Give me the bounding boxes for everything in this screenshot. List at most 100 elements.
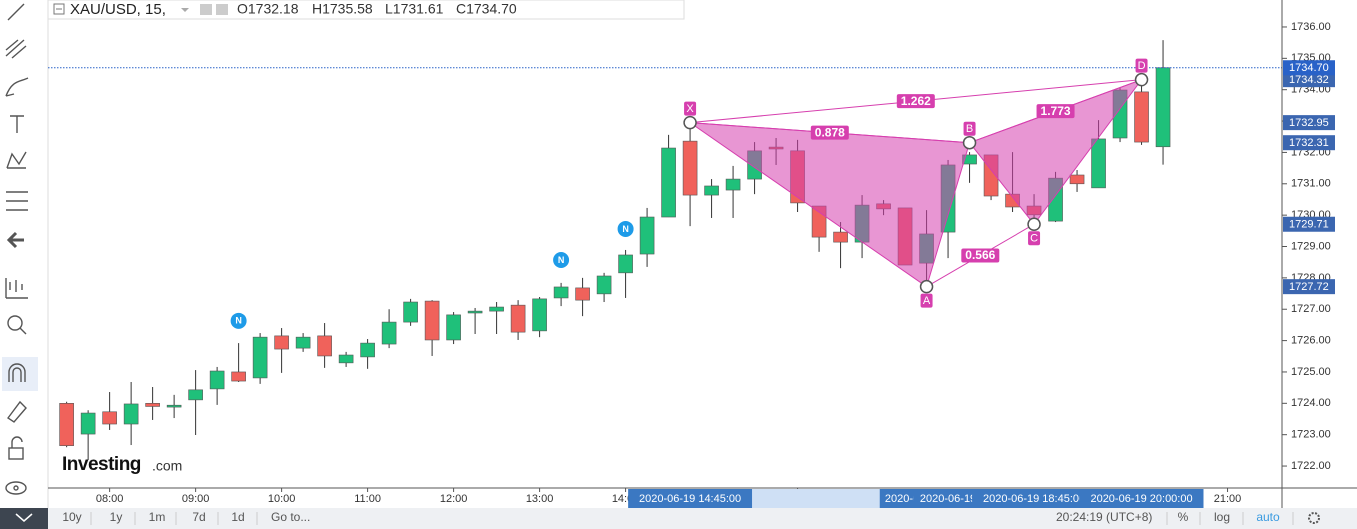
news-marker[interactable] xyxy=(617,220,634,237)
candle-body xyxy=(123,403,139,425)
candle-body xyxy=(317,335,332,357)
pattern-point xyxy=(1027,217,1041,231)
candle-body xyxy=(532,298,547,332)
collapse-legend[interactable] xyxy=(53,3,65,15)
point-label-box xyxy=(684,101,697,116)
range-button[interactable]: 1y xyxy=(110,510,123,524)
x-tick-label: 11:00 xyxy=(354,493,381,505)
candle-body xyxy=(59,403,74,446)
dropdown[interactable] xyxy=(181,8,189,12)
auto-toggle[interactable]: auto xyxy=(1256,510,1280,524)
time-label-box xyxy=(1079,489,1204,508)
ratio-box xyxy=(896,94,935,109)
candle-body xyxy=(833,231,848,243)
point-price-label-box xyxy=(1283,135,1335,151)
ratio-box xyxy=(961,248,1000,263)
ohlc-low: L1731.61 xyxy=(385,1,444,17)
ratio-label: 0.878 xyxy=(815,125,845,139)
ohlc-close: C1734.70 xyxy=(456,1,517,17)
time-label: 2020-06-19 14:45:00 xyxy=(639,493,741,505)
candle-body xyxy=(489,306,504,312)
y-tick-label: 1727.00 xyxy=(1291,303,1331,315)
candle-body xyxy=(661,147,676,218)
lock-tool[interactable] xyxy=(8,447,24,460)
point-price-label: 1732.95 xyxy=(1289,117,1329,129)
candle-body xyxy=(618,254,633,274)
point-label-box xyxy=(1028,231,1041,246)
x-tick-label: 08:00 xyxy=(96,493,124,505)
point-price-label: 1732.31 xyxy=(1289,137,1329,149)
candle-body xyxy=(446,314,461,341)
news-marker[interactable] xyxy=(553,251,570,268)
news-label: N xyxy=(622,224,629,234)
point-label: B xyxy=(966,123,973,135)
y-tick-label: 1723.00 xyxy=(1291,429,1331,441)
settings-icon[interactable] xyxy=(200,4,212,15)
settings-gear[interactable] xyxy=(1308,512,1320,524)
close-icon[interactable] xyxy=(216,4,228,15)
footer-bar xyxy=(48,508,1357,529)
magnet-bg xyxy=(2,357,38,391)
brush-tool[interactable] xyxy=(5,77,29,97)
candle-body xyxy=(209,370,225,390)
symbol: XAU/USD, 15, xyxy=(70,1,166,18)
clock: 20:24:19 (UTC+8) xyxy=(1056,510,1152,524)
candle-body xyxy=(145,403,160,407)
point-label-box xyxy=(1135,58,1148,73)
y-tick-label: 1736.00 xyxy=(1291,21,1331,33)
range-button[interactable]: 7d xyxy=(192,510,205,524)
candle-body xyxy=(403,301,418,323)
point-label: X xyxy=(686,103,694,115)
collapse-button[interactable] xyxy=(0,508,48,529)
chevron xyxy=(15,513,33,522)
news-label: N xyxy=(235,316,242,326)
range-button[interactable]: 1m xyxy=(149,510,166,524)
pattern-point xyxy=(919,279,934,294)
lock-draw-tool[interactable] xyxy=(6,400,27,423)
plot: 1.262 0.878 1.773 0.566 X A B C D N N N xyxy=(48,40,1282,461)
point-price-label-box xyxy=(1283,216,1335,232)
candle-body xyxy=(510,304,526,333)
point-price-label-box xyxy=(1283,72,1335,88)
point-label: A xyxy=(923,295,931,307)
range-button[interactable]: 1d xyxy=(231,510,244,524)
goto-button[interactable]: Go to... xyxy=(271,510,310,524)
zoom-tool[interactable] xyxy=(7,315,23,331)
candle-body xyxy=(360,342,375,358)
point-price-label-box xyxy=(1283,115,1335,131)
footer: 10y 1y 1m 7d 1d Go to... 20:24:19 (UTC+8)% log a… xyxy=(62,510,1320,525)
news-marker[interactable] xyxy=(230,312,247,329)
pattern-tool[interactable] xyxy=(6,151,27,169)
left-toolbar xyxy=(2,3,38,495)
candle-body xyxy=(1134,91,1149,143)
candle-body xyxy=(231,371,246,382)
trend-tool[interactable] xyxy=(7,3,25,21)
back-tool[interactable] xyxy=(6,231,24,249)
x-tick-label: 21:00 xyxy=(1214,493,1242,505)
pattern-point xyxy=(683,115,697,130)
indicators-tool[interactable] xyxy=(5,278,28,299)
point-label: D xyxy=(1138,60,1146,72)
y-tick-label: 1729.00 xyxy=(1291,240,1331,252)
magnet-tool[interactable] xyxy=(8,363,26,382)
candle-body xyxy=(381,321,397,345)
point-label-box xyxy=(963,121,976,136)
eye-tool[interactable] xyxy=(5,481,27,495)
percent-toggle[interactable]: % xyxy=(1178,510,1189,524)
point-label-box xyxy=(920,293,933,308)
prediction-tool[interactable] xyxy=(6,191,28,211)
watermark-brand: Investing xyxy=(62,454,141,475)
candle-body xyxy=(1069,174,1085,185)
y-tick-label: 1731.00 xyxy=(1291,178,1331,190)
time-label: 2020-06-19 18:45:00 xyxy=(983,493,1085,505)
y-tick-label: 1726.00 xyxy=(1291,335,1331,347)
time-label-box xyxy=(628,489,753,508)
candle-body xyxy=(80,412,96,435)
range-button[interactable]: 10y xyxy=(62,510,81,524)
log-toggle[interactable]: log xyxy=(1214,510,1230,524)
fib-tool[interactable] xyxy=(5,39,27,59)
point-price-label: 1734.32 xyxy=(1289,74,1329,86)
text-tool[interactable] xyxy=(10,115,24,133)
